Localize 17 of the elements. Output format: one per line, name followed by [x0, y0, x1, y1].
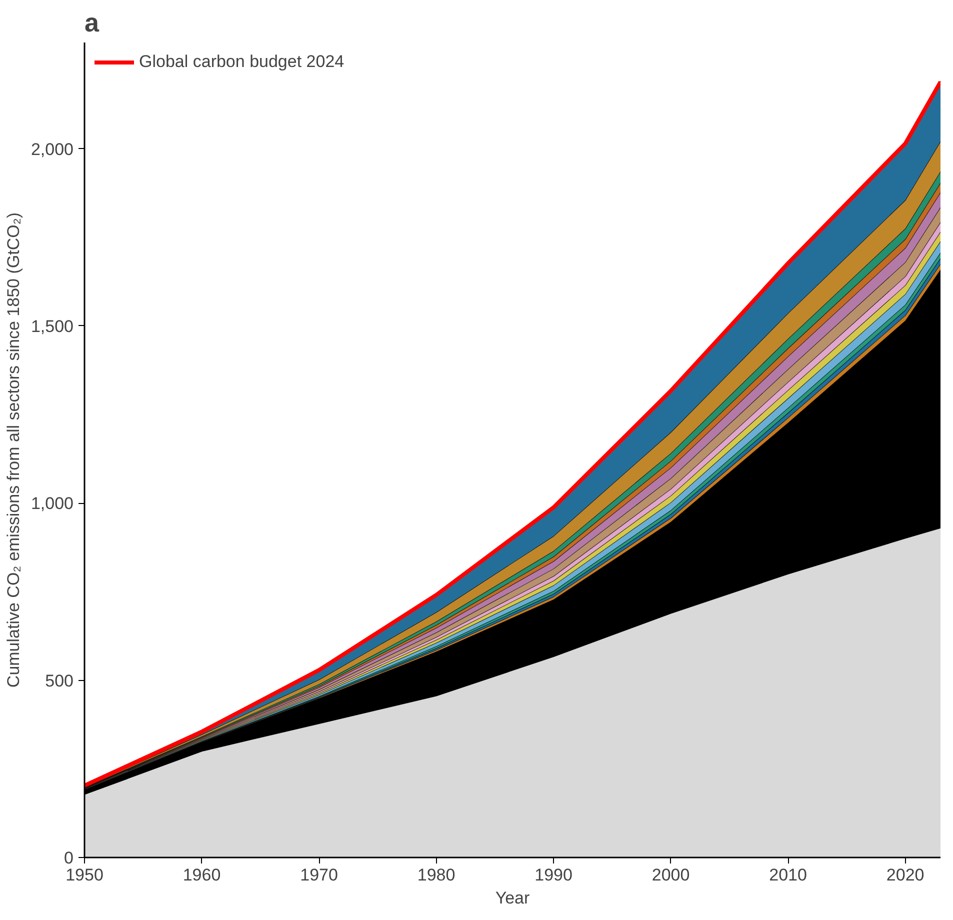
y-tick-label: 1,500: [30, 316, 74, 336]
x-tick-label: 1960: [182, 866, 221, 884]
x-tick-label: 2010: [769, 866, 807, 884]
legend-label: Global carbon budget 2024: [139, 52, 344, 72]
x-tick-label: 2000: [652, 866, 690, 884]
x-tick-label: 1950: [66, 866, 104, 884]
y-tick-label: 1,000: [30, 494, 74, 514]
y-axis-title: Cumulative CO₂ emissions from all sectors since 1850 (GtCO₂): [4, 212, 23, 688]
text: a: [84, 8, 100, 38]
y-tick-label: 2,000: [30, 140, 74, 159]
y-tick-label: 0: [64, 848, 74, 868]
x-tick-label: 1990: [534, 866, 572, 884]
x-tick-label: 1980: [417, 866, 456, 884]
x-tick-label: 1970: [300, 866, 338, 884]
y-tick-label: 500: [45, 671, 74, 690]
x-tick-label: 2020: [886, 866, 924, 884]
x-axis-title: Year: [495, 888, 530, 908]
